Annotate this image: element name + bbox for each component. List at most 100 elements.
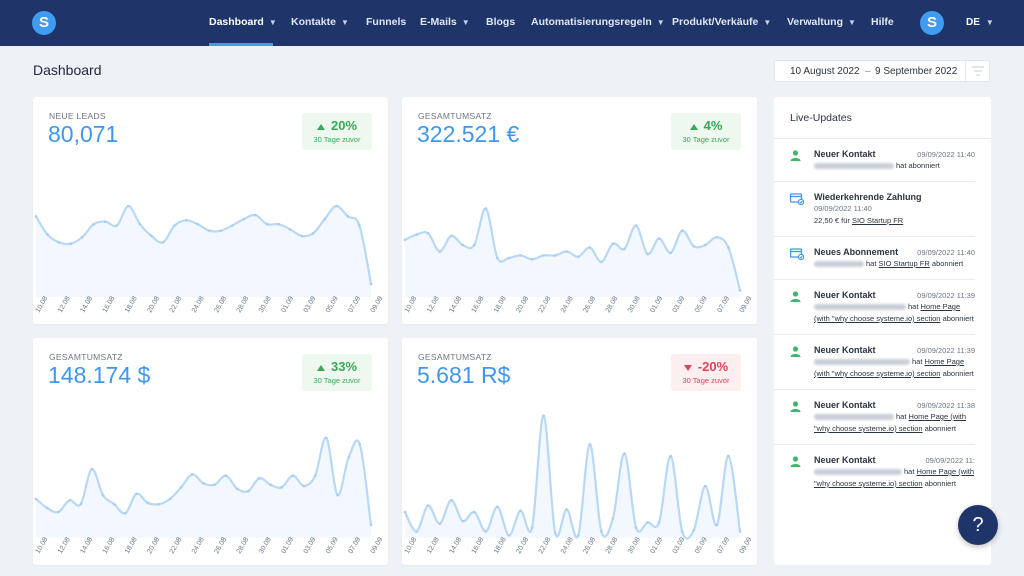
nav-item-produkt-verk-ufe[interactable]: Produkt/Verkäufe ▼ <box>672 16 771 28</box>
divider <box>774 138 991 139</box>
change-badge: -20% 30 Tage zuvor <box>671 354 741 391</box>
x-tick-label: 22.08 <box>538 295 553 314</box>
live-updates-feed[interactable]: Neuer Kontakt 09/09/2022 11:40 hat abonnie… <box>774 139 991 499</box>
chart-point <box>34 215 38 218</box>
chart-point <box>473 510 476 514</box>
stat-value: 322.521 € <box>417 121 520 147</box>
date-range-picker[interactable]: 10 August 2022 – 9 September 2022 <box>774 60 990 82</box>
nav-item-label: Automatisierungsregeln <box>531 16 652 28</box>
stat-value: 5.681 R$ <box>417 362 511 388</box>
chart-point <box>473 243 476 247</box>
x-tick-label: 14.08 <box>79 536 94 555</box>
nav-item-e-mails[interactable]: E-Mails ▼ <box>420 16 470 28</box>
chart-point <box>277 222 280 226</box>
nav-item-hilfe[interactable]: Hilfe <box>871 16 894 28</box>
x-tick-label: 24.08 <box>191 536 206 555</box>
update-body: hat SIO Startup FR abonniert <box>814 258 975 270</box>
chart-point <box>157 502 161 506</box>
x-tick-label: 16.08 <box>102 536 117 555</box>
nav-item-blogs[interactable]: Blogs <box>486 16 515 28</box>
person-icon <box>790 291 801 306</box>
chart-point <box>231 224 234 227</box>
chart-point <box>69 242 72 245</box>
nav-item-dashboard[interactable]: Dashboard ▼ <box>209 16 277 28</box>
chart-point <box>415 530 418 533</box>
x-tick-label: 16.08 <box>471 536 486 555</box>
update-link[interactable]: Home Page (with "why choose systeme.io) … <box>814 467 975 488</box>
live-update-item[interactable]: Wiederkehrende Zahlung 09/09/2022 11:40 22… <box>774 182 975 237</box>
chart-point <box>715 235 719 239</box>
chart-point <box>507 256 511 260</box>
person-icon <box>790 456 801 471</box>
x-tick-label: 16.08 <box>102 295 117 314</box>
redacted-email <box>814 359 910 366</box>
live-update-item[interactable]: Neuer Kontakt 09/09/2022 11:39 hat Home Pa… <box>774 335 975 390</box>
update-link[interactable]: Home Page (with "why choose systeme.io) … <box>814 357 965 378</box>
user-avatar[interactable]: S <box>920 11 944 35</box>
x-tick-label: 18.08 <box>124 536 139 555</box>
chart-point <box>80 235 84 239</box>
systeme-logo[interactable]: S <box>32 11 56 35</box>
change-period: 30 Tage zuvor <box>682 135 730 144</box>
x-tick-label: 24.08 <box>560 536 575 555</box>
nav-item-funnels[interactable]: Funnels <box>366 16 406 28</box>
chevron-down-icon: ▼ <box>461 18 470 27</box>
chart-point <box>484 207 488 210</box>
chart-point <box>438 522 441 525</box>
chart-point <box>323 217 327 221</box>
live-update-item[interactable]: Neues Abonnement 09/09/2022 11:40 hat SIO … <box>774 237 975 280</box>
live-update-item[interactable]: Neuer Kontakt 09/09/2022 11: hat Home Page… <box>774 445 975 499</box>
chart-area-fill <box>405 208 740 297</box>
chart-point <box>438 250 441 253</box>
chart-area-fill <box>36 205 371 297</box>
chart-point <box>611 517 615 520</box>
stat-card: 10.08 12.08 14.08 16.08 18.08 20.08 22.08 24.08… <box>402 97 757 324</box>
chart-point <box>623 247 626 251</box>
update-link[interactable]: SIO Startup FR <box>878 259 930 268</box>
filter-button[interactable] <box>965 61 989 81</box>
live-update-item[interactable]: Neuer Kontakt 09/09/2022 11:39 hat Home Pa… <box>774 280 975 335</box>
update-type: Neues Abonnement <box>814 247 899 257</box>
x-tick-label: 01.09 <box>280 536 295 555</box>
update-amount: 22,50 € für <box>814 216 850 225</box>
redacted-email <box>814 304 906 311</box>
chart-point <box>161 241 165 244</box>
update-link[interactable]: Home Page (with "why choose systeme.io) … <box>814 302 961 323</box>
chart-point <box>403 238 407 242</box>
chart-point <box>369 523 373 527</box>
chart-point <box>347 456 351 459</box>
stat-label: NEUE LEADS <box>49 111 106 121</box>
chart-point <box>704 484 707 488</box>
update-body: hat Home Page (with "why choose systeme.… <box>814 466 975 490</box>
live-update-item[interactable]: Neuer Kontakt 09/09/2022 11:40 hat abonnie… <box>774 139 975 182</box>
chart-point <box>727 246 730 249</box>
nav-item-verwaltung[interactable]: Verwaltung ▼ <box>787 16 856 28</box>
chart-point <box>313 474 317 477</box>
update-link[interactable]: SIO Startup FR <box>851 216 904 225</box>
live-update-item[interactable]: Neuer Kontakt 09/09/2022 11:38 hat Home Pa… <box>774 390 975 445</box>
update-timestamp: 09/09/2022 11: <box>925 456 976 465</box>
chart-point <box>623 452 626 455</box>
update-body: hat Home Page (with "why choose systeme.… <box>814 411 975 435</box>
x-tick-label: 10.08 <box>404 536 419 555</box>
x-tick-label: 24.08 <box>191 295 206 314</box>
x-tick-label: 07.09 <box>716 536 731 555</box>
chart-point <box>184 219 188 222</box>
chart-point <box>715 523 719 527</box>
nav-item-kontakte[interactable]: Kontakte ▼ <box>291 16 349 28</box>
x-tick-label: 01.09 <box>649 295 664 314</box>
x-tick-label: 26.08 <box>213 295 228 314</box>
update-text: hat <box>896 412 907 421</box>
chart-point <box>600 530 603 533</box>
update-body: 22,50 € für SIO Startup FR <box>814 215 975 227</box>
nav-item-label: Produkt/Verkäufe <box>672 16 759 28</box>
x-tick-label: 09.09 <box>739 536 754 555</box>
nav-item-automatisierungsregeln[interactable]: Automatisierungsregeln ▼ <box>531 16 665 28</box>
update-timestamp: 09/09/2022 11:40 <box>917 150 975 159</box>
date-from: 10 August 2022 <box>790 66 860 77</box>
stat-label: GESAMTUMSATZ <box>418 352 492 362</box>
help-button[interactable]: ? <box>958 505 998 545</box>
update-link[interactable]: Home Page (with "why choose systeme.io) … <box>814 412 967 433</box>
language-selector[interactable]: DE ▼ <box>966 17 994 28</box>
chevron-down-icon: ▼ <box>848 18 856 27</box>
